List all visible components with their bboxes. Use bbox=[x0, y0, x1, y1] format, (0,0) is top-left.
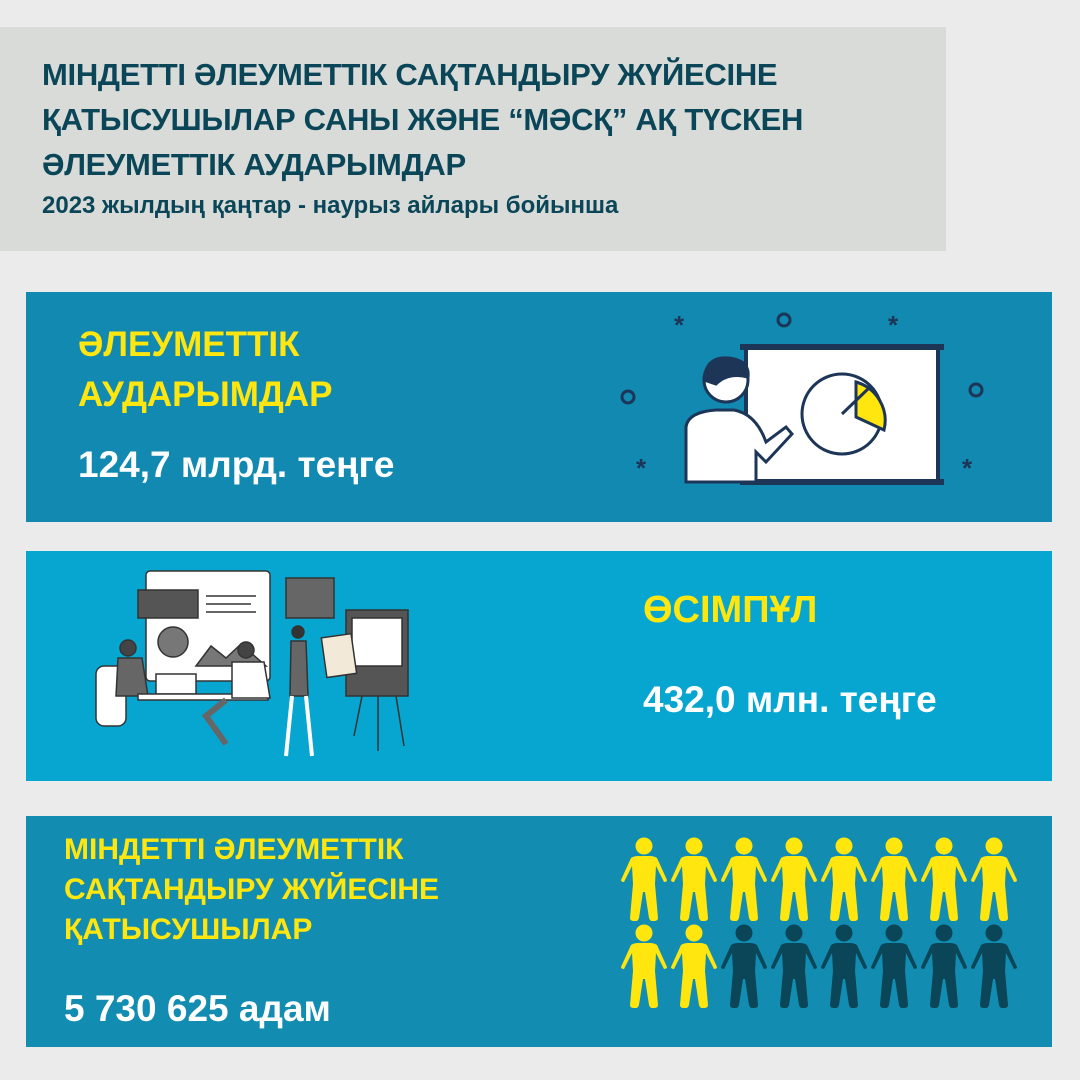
header-panel bbox=[0, 27, 946, 251]
card-label: ӘЛЕУМЕТТІК АУДАРЫМДАР bbox=[78, 325, 333, 414]
investment-income-card: ӨСІМПҰЛ 432,0 млн. теңге bbox=[26, 551, 1052, 781]
person-icon bbox=[921, 924, 967, 1008]
person-icon bbox=[721, 924, 767, 1008]
svg-text:*: * bbox=[962, 453, 973, 483]
person-icon bbox=[821, 837, 867, 921]
card-value: 432,0 млн. теңге bbox=[643, 679, 937, 720]
person-icon bbox=[771, 924, 817, 1008]
person-icon bbox=[871, 924, 917, 1008]
card-value: 5 730 625 адам bbox=[64, 988, 331, 1029]
svg-text:*: * bbox=[636, 453, 647, 483]
svg-text:*: * bbox=[888, 310, 899, 340]
person-icon bbox=[621, 924, 667, 1008]
page-title: МІНДЕТТІ ӘЛЕУМЕТТІК САҚТАНДЫРУ ЖҮЙЕСІНЕ … bbox=[42, 57, 804, 182]
person-icon bbox=[971, 837, 1017, 921]
social-contributions-card: ӘЛЕУМЕТТІК АУДАРЫМДАР 124,7 млрд. теңге … bbox=[26, 292, 1052, 522]
person-icon bbox=[671, 924, 717, 1008]
person-icon bbox=[971, 924, 1017, 1008]
presenter-pie-chart-icon: * * * * bbox=[620, 310, 984, 485]
page-subtitle: 2023 жылдың қаңтар - наурыз айлары бойын… bbox=[42, 192, 619, 219]
person-icon bbox=[771, 837, 817, 921]
team-meeting-illustration bbox=[95, 570, 409, 757]
person-icon bbox=[721, 837, 767, 921]
card-label: МІНДЕТТІ ӘЛЕУМЕТТІК САҚТАНДЫРУ ЖҮЙЕСІНЕ … bbox=[64, 833, 440, 946]
person-icon bbox=[821, 924, 867, 1008]
people-icons bbox=[621, 837, 1017, 1008]
participants-card: МІНДЕТТІ ӘЛЕУМЕТТІК САҚТАНДЫРУ ЖҮЙЕСІНЕ … bbox=[26, 816, 1052, 1047]
card-label: ӨСІМПҰЛ bbox=[643, 589, 818, 631]
person-icon bbox=[671, 837, 717, 921]
person-icon bbox=[921, 837, 967, 921]
card-value: 124,7 млрд. теңге bbox=[78, 444, 395, 485]
person-icon bbox=[871, 837, 917, 921]
person-icon bbox=[621, 837, 667, 921]
svg-text:*: * bbox=[674, 310, 685, 340]
